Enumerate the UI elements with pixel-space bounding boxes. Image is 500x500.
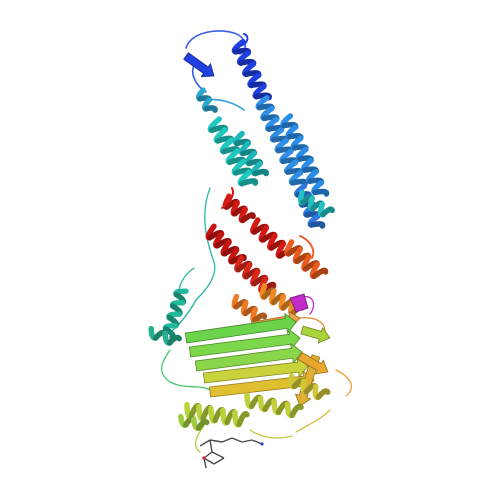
long-helix-pair: [255, 95, 330, 229]
bound-ligand: [199, 437, 264, 469]
teal-linker-helix: [148, 288, 189, 346]
green-beta-sheet: [184, 313, 331, 372]
red-helical-domain: [205, 187, 295, 294]
cyan-helix-bundle: [195, 87, 335, 218]
n-terminal-helix: [183, 33, 272, 101]
yellow-green-helices: [178, 373, 331, 431]
yellow-beta-sheet: [203, 352, 329, 407]
